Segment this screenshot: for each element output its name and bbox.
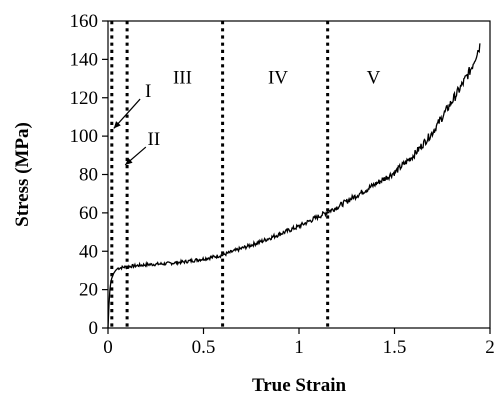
y-tick-label: 160 [70,11,99,32]
y-axis: 0 20 40 60 80 100 120 140 160 [70,11,108,339]
region-arrowhead-i [113,121,121,129]
region-label-i: I [145,81,151,102]
region-label-ii: II [148,129,161,150]
region-label-v: V [367,68,381,89]
y-tick-label: 20 [79,280,98,301]
y-tick-label: 60 [79,203,98,224]
y-tick-label: 80 [79,165,98,186]
y-tick-label: 100 [70,126,99,147]
x-tick-label: 2 [485,337,495,358]
stress-strain-curve [107,43,481,329]
region-label-iii: III [173,68,192,89]
plot-frame [107,20,491,329]
x-axis: 0 0.5 1 1.5 2 [103,328,495,358]
region-arrowhead-ii [125,157,133,165]
x-tick-label: 1 [294,337,304,358]
region-label-iv: IV [268,68,288,89]
region-boundaries [110,21,330,328]
y-axis-title: Stress (MPa) [12,122,33,227]
x-tick-label: 1.5 [383,337,407,358]
y-tick-label: 40 [79,241,98,262]
y-tick-label: 0 [89,318,99,339]
x-tick-label: 0.5 [192,337,216,358]
y-tick-label: 140 [70,49,99,70]
x-tick-label: 0 [103,337,113,358]
y-tick-label: 120 [70,88,99,109]
x-axis-title: True Strain [252,375,347,396]
